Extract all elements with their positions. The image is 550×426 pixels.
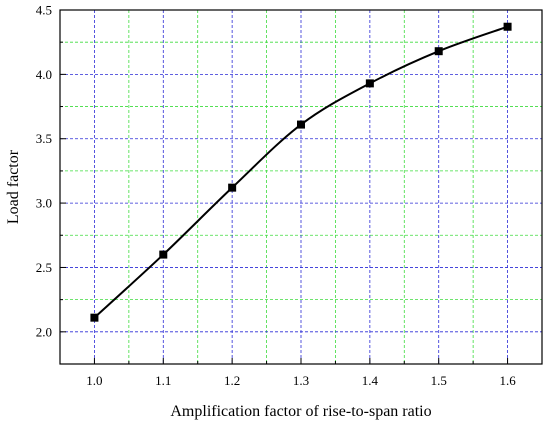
data-point-marker: [228, 183, 237, 192]
y-tick-label: 2.0: [36, 324, 52, 339]
axis-ticks: [60, 9, 509, 364]
x-tick-label: 1.1: [155, 373, 171, 388]
y-tick-label: 3.0: [36, 196, 52, 211]
x-tick-label: 1.3: [293, 373, 309, 388]
data-point-marker: [503, 22, 512, 31]
x-tick-label: 1.5: [431, 373, 447, 388]
x-tick-label: 1.4: [362, 373, 379, 388]
y-axis-title: Load factor: [5, 149, 22, 224]
series-layer: [90, 22, 512, 322]
y-tick-label: 4.5: [36, 3, 52, 18]
y-tick-label: 3.5: [36, 131, 52, 146]
x-tick-label: 1.0: [86, 373, 102, 388]
y-tick-label: 2.5: [36, 260, 52, 275]
data-point-marker: [297, 120, 305, 129]
x-axis-title: Amplification factor of rise-to-span rat…: [170, 403, 431, 420]
axis-tick-labels: 1.0 1.1 1.2 1.3 1.4 1.5 1.6 2.0 2.5 3.0 3.5 4.0 4.5: [36, 3, 516, 389]
x-tick-label: 1.2: [224, 373, 240, 388]
x-tick-label: 1.6: [499, 373, 516, 388]
data-point-marker: [365, 79, 374, 88]
data-point-marker: [159, 250, 168, 259]
data-point-marker: [434, 47, 443, 56]
data-point-marker: [90, 313, 99, 322]
y-tick-label: 4.0: [36, 67, 52, 82]
